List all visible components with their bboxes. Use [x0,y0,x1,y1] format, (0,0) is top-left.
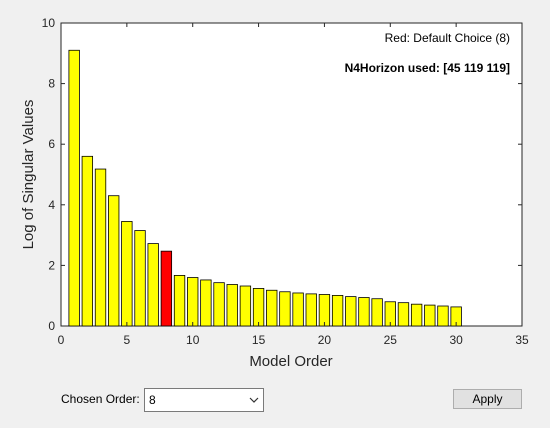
bar [226,284,238,327]
x-tick-label: 30 [449,333,463,347]
bar [424,304,436,327]
bar [121,221,133,327]
bar [213,282,225,327]
bar [292,292,304,327]
axis-ticks: 0 5 10 15 20 25 30 35 0 2 4 6 8 10 [42,16,529,347]
chevron-down-icon[interactable] [245,389,263,411]
y-tick-label: 4 [48,198,55,212]
x-axis-title: Model Order [249,353,332,370]
x-tick-label: 10 [186,333,200,347]
bar [187,277,199,327]
x-tick-label: 0 [58,333,65,347]
bar [147,243,159,327]
x-tick-label: 25 [384,333,398,347]
bar [94,168,107,327]
y-tick-label: 8 [48,77,55,91]
y-tick-label: 2 [48,258,55,272]
y-tick-label: 0 [48,319,55,333]
bar [200,279,212,327]
chosen-order-label: Chosen Order: [61,392,140,406]
y-tick-label: 10 [42,16,56,30]
bar [345,296,357,327]
default-choice-annotation: Red: Default Choice (8) [385,31,510,45]
bar [437,305,449,327]
bar [81,155,94,327]
bar-default-choice [160,250,173,327]
chosen-order-value: 8 [149,393,156,407]
chosen-order-dropdown[interactable]: 8 [144,388,264,412]
bar [371,298,383,327]
bar [266,289,278,327]
bar [318,294,331,327]
x-tick-label: 5 [124,333,131,347]
y-tick-label: 6 [48,137,55,151]
horizon-annotation: N4Horizon used: [45 119 119] [345,61,510,75]
bar [173,274,186,327]
bar [305,293,317,327]
bar [68,49,80,327]
apply-button[interactable]: Apply [453,389,522,409]
x-tick-label: 20 [318,333,332,347]
bar [239,285,252,327]
bar [410,303,423,327]
bar [331,294,344,327]
x-tick-label: 15 [252,333,266,347]
bar [397,302,410,327]
x-tick-label: 35 [515,333,529,347]
bar [252,288,265,327]
bar [134,230,146,327]
bar [108,195,120,327]
bar [279,291,291,327]
y-axis-title: Log of Singular Values [20,100,37,250]
bar [358,297,370,327]
